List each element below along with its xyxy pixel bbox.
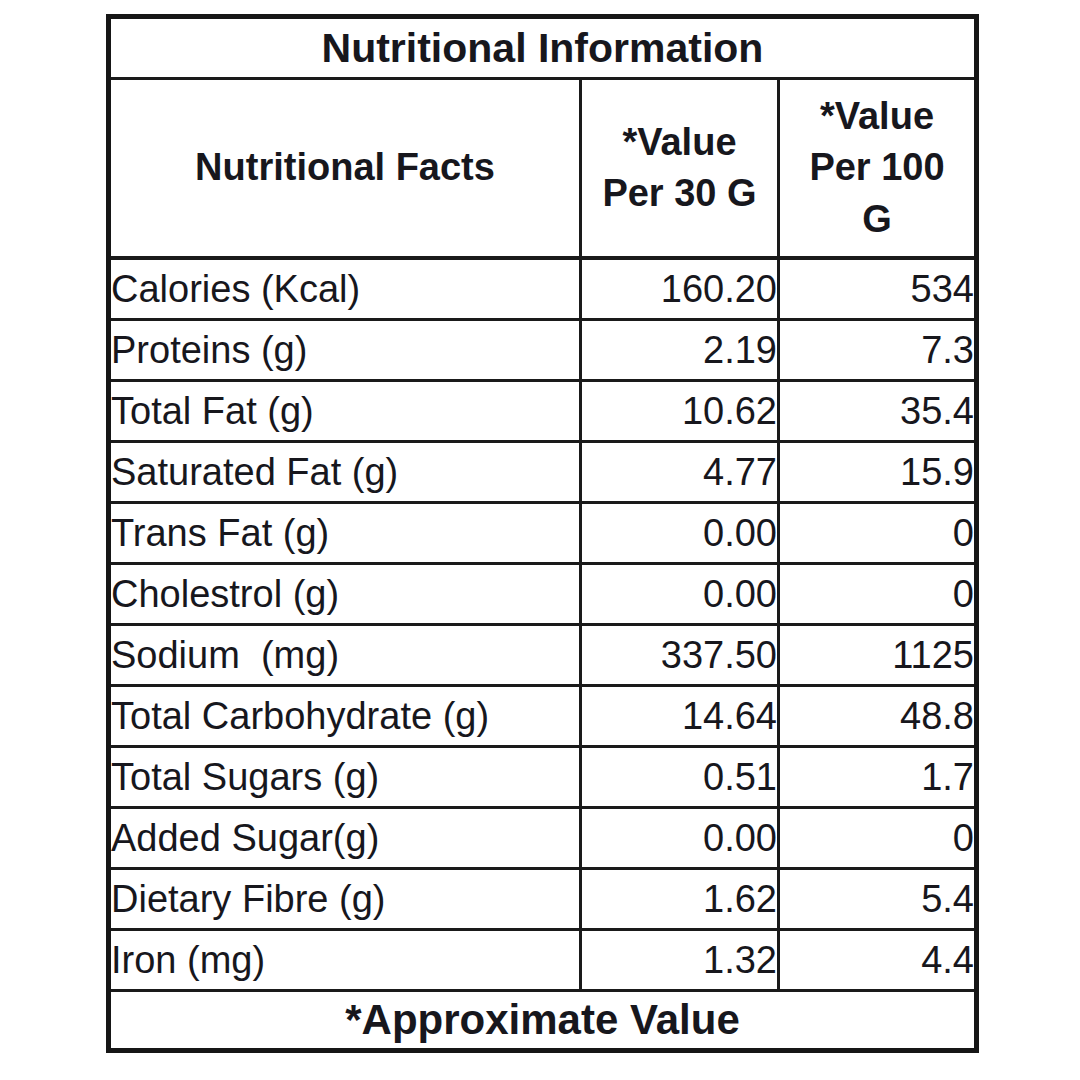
- value-per-30g: 4.77: [581, 442, 779, 503]
- value-per-30g: 1.32: [581, 930, 779, 991]
- nutrition-label: Nutritional Information Nutritional Fact…: [0, 0, 1080, 1080]
- value-per-30g: 1.62: [581, 869, 779, 930]
- table-row-total-carbohydrate: Total Carbohydrate (g) 14.64 48.8: [109, 686, 977, 747]
- value-per-30g: 2.19: [581, 320, 779, 381]
- value-per-30g: 337.50: [581, 625, 779, 686]
- value-per-30g: 160.20: [581, 258, 779, 320]
- row-label: Proteins (g): [109, 320, 581, 381]
- footer-row: *Approximate Value: [109, 991, 977, 1051]
- row-label: Sodium (mg): [109, 625, 581, 686]
- value-per-100g: 1125: [779, 625, 977, 686]
- nutrition-table: Nutritional Information Nutritional Fact…: [106, 14, 979, 1053]
- row-label: Dietary Fibre (g): [109, 869, 581, 930]
- table-row-added-sugar: Added Sugar(g) 0.00 0: [109, 808, 977, 869]
- row-label: Saturated Fat (g): [109, 442, 581, 503]
- value-per-100g: 35.4: [779, 381, 977, 442]
- table-row-iron: Iron (mg) 1.32 4.4: [109, 930, 977, 991]
- value-per-30g: 14.64: [581, 686, 779, 747]
- title-row: Nutritional Information: [109, 17, 977, 79]
- value-per-100g: 1.7: [779, 747, 977, 808]
- row-label: Iron (mg): [109, 930, 581, 991]
- col-header-value-per-100g: *Value Per 100 G: [779, 79, 977, 259]
- col-header-facts: Nutritional Facts: [109, 79, 581, 259]
- row-label: Cholestrol (g): [109, 564, 581, 625]
- row-label: Total Carbohydrate (g): [109, 686, 581, 747]
- table-title: Nutritional Information: [109, 17, 977, 79]
- table-row-total-sugars: Total Sugars (g) 0.51 1.7: [109, 747, 977, 808]
- row-label: Total Fat (g): [109, 381, 581, 442]
- value-per-100g: 15.9: [779, 442, 977, 503]
- row-label: Trans Fat (g): [109, 503, 581, 564]
- value-per-30g: 10.62: [581, 381, 779, 442]
- value-per-100g: 0: [779, 564, 977, 625]
- value-per-30g: 0.00: [581, 503, 779, 564]
- row-label: Added Sugar(g): [109, 808, 581, 869]
- table-row-cholestrol: Cholestrol (g) 0.00 0: [109, 564, 977, 625]
- col-header-value-per-30g: *Value Per 30 G: [581, 79, 779, 259]
- value-per-100g: 48.8: [779, 686, 977, 747]
- table-row-proteins: Proteins (g) 2.19 7.3: [109, 320, 977, 381]
- row-label: Total Sugars (g): [109, 747, 581, 808]
- value-per-100g: 7.3: [779, 320, 977, 381]
- table-row-sodium: Sodium (mg) 337.50 1125: [109, 625, 977, 686]
- value-per-30g: 0.00: [581, 808, 779, 869]
- header-row: Nutritional Facts *Value Per 30 G *Value…: [109, 79, 977, 259]
- approximate-value-note: *Approximate Value: [109, 991, 977, 1051]
- table-row-saturated-fat: Saturated Fat (g) 4.77 15.9: [109, 442, 977, 503]
- value-per-100g: 4.4: [779, 930, 977, 991]
- value-per-30g: 0.00: [581, 564, 779, 625]
- table-row-dietary-fibre: Dietary Fibre (g) 1.62 5.4: [109, 869, 977, 930]
- value-per-100g: 5.4: [779, 869, 977, 930]
- value-per-100g: 0: [779, 503, 977, 564]
- table-row-calories: Calories (Kcal) 160.20 534: [109, 258, 977, 320]
- value-per-30g: 0.51: [581, 747, 779, 808]
- value-per-100g: 534: [779, 258, 977, 320]
- table-row-total-fat: Total Fat (g) 10.62 35.4: [109, 381, 977, 442]
- value-per-100g: 0: [779, 808, 977, 869]
- row-label: Calories (Kcal): [109, 258, 581, 320]
- table-row-trans-fat: Trans Fat (g) 0.00 0: [109, 503, 977, 564]
